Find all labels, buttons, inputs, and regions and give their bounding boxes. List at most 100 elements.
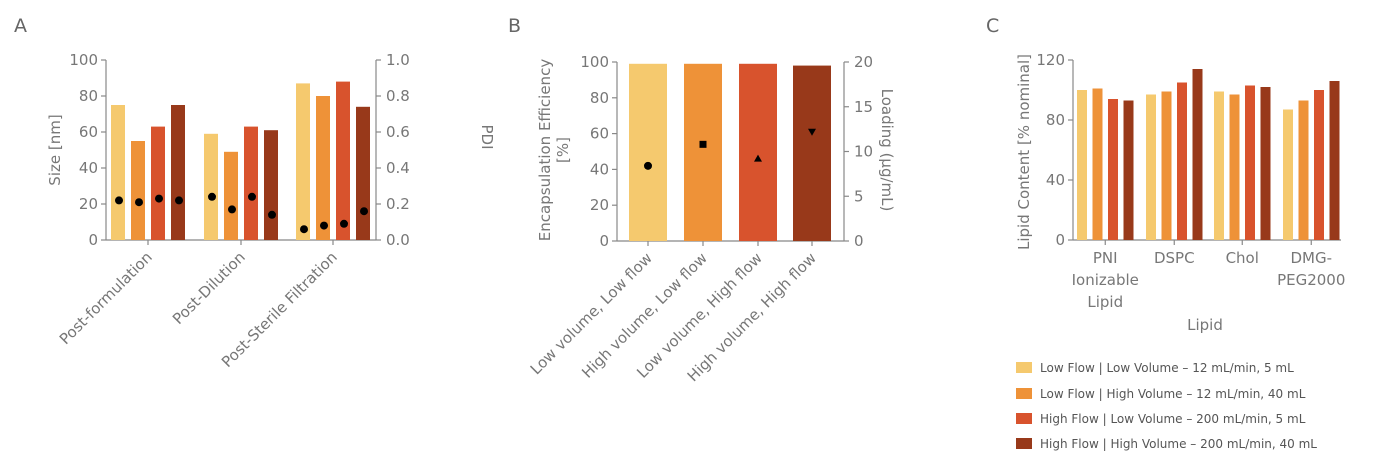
category-label: Lipid <box>1087 293 1123 311</box>
category-label: Chol <box>1226 249 1259 267</box>
panel-a-bars <box>111 81 370 241</box>
panel-b-y2tick-label: 5 <box>854 187 864 205</box>
panel-c-categories: PNI Ionizable Lipid DSPC Chol DMG- PEG2000 <box>1072 240 1345 311</box>
size-bar <box>316 96 330 240</box>
panel-b-y2tick-label: 10 <box>854 143 873 161</box>
panel-b-ytick-label: 100 <box>580 53 609 71</box>
loading-point <box>808 128 816 136</box>
panel-c-ytick-label: 80 <box>1046 111 1065 129</box>
lipid-bar <box>1192 69 1203 240</box>
category-label: Post-formulation <box>56 248 156 348</box>
size-bar <box>204 133 218 240</box>
pdi-point <box>320 221 328 230</box>
loading-point <box>644 161 652 170</box>
pdi-point <box>248 192 256 201</box>
lipid-bar <box>1229 94 1240 240</box>
category-label: DSPC <box>1154 249 1195 267</box>
size-bar <box>264 130 278 240</box>
size-bar <box>356 106 370 240</box>
panel-a-y-ticks: 0 20 40 60 80 100 <box>69 51 106 249</box>
panel-b-y-ticks: 0 20 40 60 80 100 <box>580 53 617 250</box>
panel-a-ytick-label: 100 <box>69 51 98 69</box>
panel-c-bars <box>1077 69 1340 240</box>
legend-item: High Flow | High Volume – 200 mL/min, 40… <box>1016 437 1317 451</box>
pdi-point <box>360 207 368 216</box>
lipid-bar <box>1161 91 1172 240</box>
pdi-point <box>268 210 276 219</box>
category-label: Post-Dilution <box>169 248 249 328</box>
category-label: Ionizable <box>1072 271 1139 289</box>
loading-point <box>699 140 707 148</box>
panel-a-ytick-label: 0 <box>88 231 98 249</box>
category-label: PEG2000 <box>1277 271 1345 289</box>
panel-b-stray-pdi-label: PDI <box>478 124 496 149</box>
legend-label: Low Flow | Low Volume – 12 mL/min, 5 mL <box>1040 361 1294 375</box>
panel-a-ytick-label: 40 <box>79 159 98 177</box>
category-label: DMG- <box>1290 249 1332 267</box>
panel-a-pdi-points <box>115 192 368 234</box>
lipid-bar <box>1260 87 1271 240</box>
size-bar <box>111 105 125 240</box>
legend-label: Low Flow | High Volume – 12 mL/min, 40 m… <box>1040 387 1306 401</box>
panel-a-ylabel: Size [nm] <box>46 114 64 185</box>
lipid-bar <box>1123 100 1134 240</box>
panel-a-ytick-label: 20 <box>79 195 98 213</box>
legend-label: High Flow | Low Volume – 200 mL/min, 5 m… <box>1040 412 1306 426</box>
lipid-bar <box>1146 94 1156 240</box>
size-bar <box>224 151 238 240</box>
panel-b-y2tick-label: 20 <box>854 53 873 71</box>
panel-a-y2-ticks: 0.0 0.2 0.4 0.6 0.8 1.0 <box>376 51 410 249</box>
lipid-bar <box>1283 109 1293 240</box>
legend-swatch <box>1016 362 1032 373</box>
panel-a-y2tick-label: 0.2 <box>386 195 410 213</box>
lipid-bar <box>1108 99 1118 240</box>
panel-c-label: C <box>986 15 999 37</box>
pdi-point <box>300 225 308 234</box>
panel-a-y2tick-label: 0.8 <box>386 87 410 105</box>
lipid-bar <box>1177 82 1187 240</box>
efficiency-bar <box>793 65 831 241</box>
legend-swatch <box>1016 438 1032 449</box>
pdi-point <box>340 219 348 228</box>
panel-a-y2tick-label: 1.0 <box>386 51 410 69</box>
pdi-point <box>115 196 123 205</box>
panel-b-ytick-label: 20 <box>590 196 609 214</box>
lipid-bar <box>1329 81 1340 240</box>
legend: Low Flow | Low Volume – 12 mL/min, 5 mL … <box>1016 361 1317 451</box>
panel-b-loading-points <box>644 128 816 170</box>
lipid-bar <box>1077 90 1087 240</box>
pdi-point <box>135 198 143 207</box>
lipid-bar <box>1214 91 1224 240</box>
size-bar <box>336 81 350 240</box>
legend-item: Low Flow | High Volume – 12 mL/min, 40 m… <box>1016 387 1306 401</box>
legend-label: High Flow | High Volume – 200 mL/min, 40… <box>1040 437 1317 451</box>
size-bar <box>151 126 165 240</box>
size-bar <box>171 105 185 240</box>
panel-b: B PDI Encapsulation Efficiency [%] Loadi… <box>478 15 896 385</box>
size-bar <box>296 83 310 241</box>
panel-b-ytick-label: 80 <box>590 89 609 107</box>
panel-b-bars <box>629 63 831 241</box>
legend-item: High Flow | Low Volume – 200 mL/min, 5 m… <box>1016 412 1306 426</box>
panel-b-y2label: Loading (µg/mL) <box>878 89 896 212</box>
panel-a: A Size [nm] 0 20 40 60 80 100 0.0 0.2 0.4 0.6 0.8… <box>14 15 410 371</box>
pdi-point <box>175 196 183 205</box>
lipid-bar <box>1314 90 1324 240</box>
panel-a-y2tick-label: 0.4 <box>386 159 410 177</box>
legend-item: Low Flow | Low Volume – 12 mL/min, 5 mL <box>1016 361 1294 375</box>
efficiency-bar <box>739 63 777 241</box>
panel-c-ylabel: Lipid Content [% nominal] <box>1015 54 1033 250</box>
panel-a-label: A <box>14 15 27 37</box>
panel-a-ytick-label: 60 <box>79 123 98 141</box>
panel-b-ytick-label: 0 <box>599 232 609 250</box>
panel-b-ylabel-line1: Encapsulation Efficiency <box>536 59 554 242</box>
panel-b-y2tick-label: 0 <box>854 232 864 250</box>
legend-swatch <box>1016 388 1032 399</box>
panel-a-y2tick-label: 0.6 <box>386 123 410 141</box>
panel-a-y2tick-label: 0.0 <box>386 231 410 249</box>
efficiency-bar <box>629 63 667 241</box>
panel-c-ytick-label: 0 <box>1055 231 1065 249</box>
size-bar <box>244 126 258 240</box>
pdi-point <box>155 194 163 203</box>
